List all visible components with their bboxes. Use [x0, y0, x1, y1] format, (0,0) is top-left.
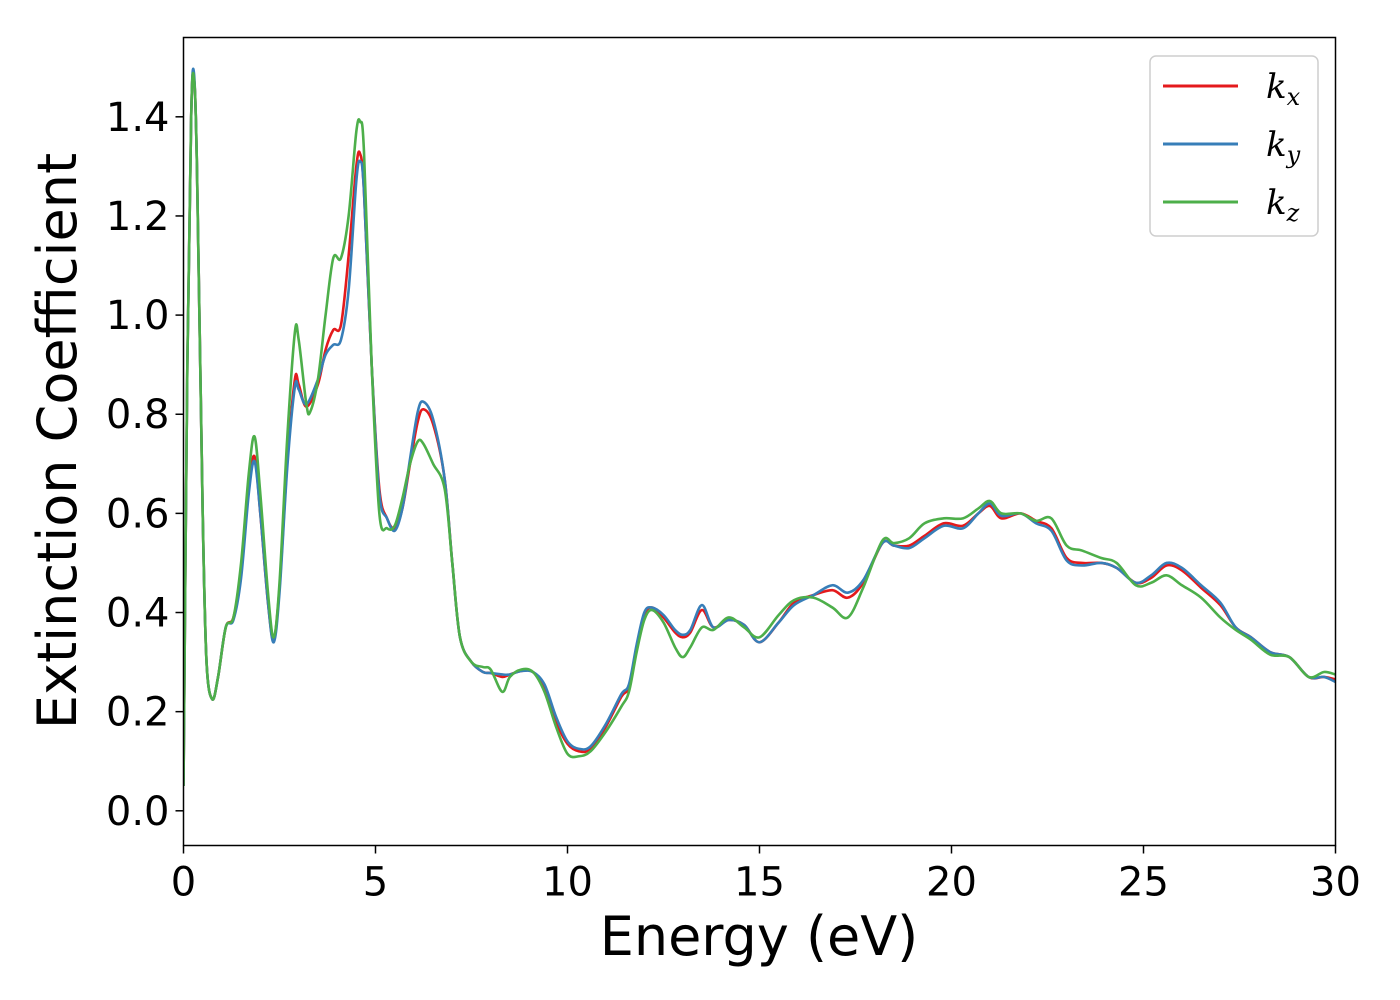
- legend-label-ky-sub: y: [1286, 141, 1301, 169]
- y-axis-title: Extinction Coefficient: [26, 153, 89, 729]
- legend-label-ky-base: k: [1266, 125, 1287, 165]
- y-tick-label: 0.6: [106, 491, 170, 537]
- x-tick-label: 10: [542, 860, 593, 906]
- x-tick-label: 0: [171, 860, 196, 906]
- x-tick-label: 5: [363, 860, 388, 906]
- axis-ticks: 0 5 10 15 20 25 30 0.0 0.2 0.4 0.6 0.8 1.0 1.2 1.4: [106, 95, 1361, 906]
- x-axis-title: Energy (eV): [600, 905, 919, 968]
- y-tick-label: 0.2: [106, 690, 170, 736]
- series-line-kz: [183, 71, 1336, 787]
- y-tick-label: 0.4: [106, 591, 170, 637]
- y-tick-label: 1.2: [106, 194, 170, 240]
- x-tick-label: 15: [734, 860, 785, 906]
- legend-label-kz-sub: z: [1286, 199, 1300, 227]
- x-tick-label: 30: [1310, 860, 1361, 906]
- plot-frame: [182, 36, 1337, 847]
- y-tick-label: 0.0: [106, 789, 170, 835]
- legend: kx ky kz: [1149, 55, 1319, 237]
- legend-label-kz-base: k: [1266, 183, 1287, 223]
- x-tick-label: 25: [1118, 860, 1169, 906]
- legend-label-kx-sub: x: [1287, 83, 1301, 111]
- legend-label-kz: kz: [1266, 183, 1300, 227]
- legend-box: [1149, 55, 1319, 237]
- series-layer: [183, 67, 1336, 787]
- y-tick-label: 0.8: [106, 392, 170, 438]
- x-tick-label: 20: [926, 860, 977, 906]
- y-tick-label: 1.4: [106, 95, 170, 141]
- y-tick-label: 1.0: [106, 293, 170, 339]
- legend-label-kx: kx: [1266, 67, 1301, 111]
- legend-label-kx-base: k: [1266, 67, 1287, 107]
- legend-label-ky: ky: [1266, 125, 1301, 169]
